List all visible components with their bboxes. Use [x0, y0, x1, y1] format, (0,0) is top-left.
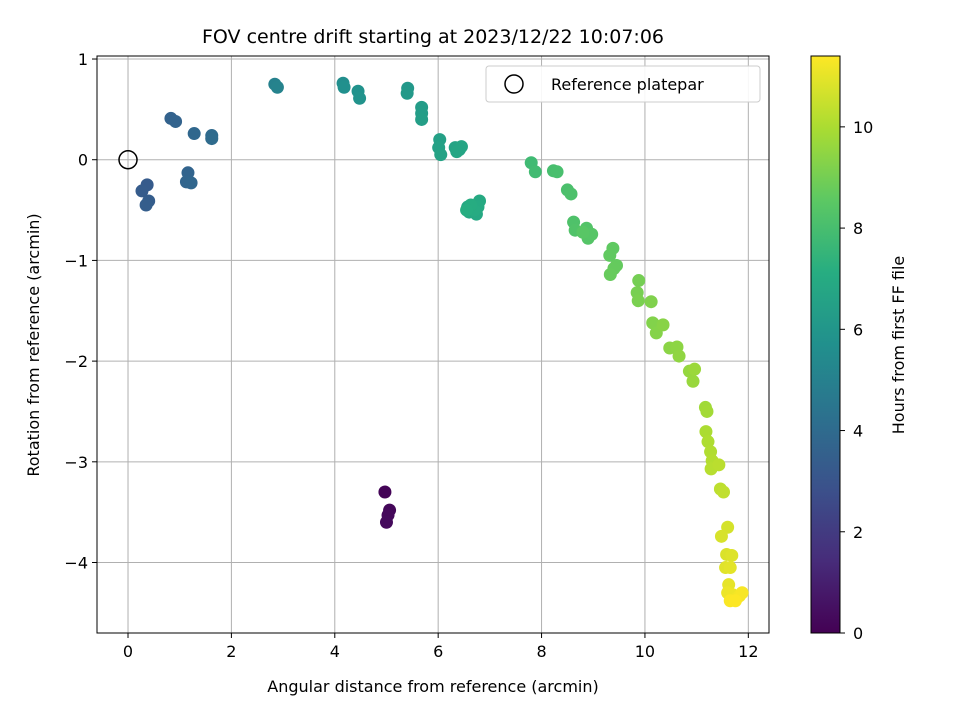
x-tick-label: 8	[536, 642, 546, 661]
data-point	[632, 274, 646, 288]
colorbar-tick-label: 8	[853, 219, 863, 238]
data-point	[686, 374, 700, 388]
data-point	[378, 485, 392, 499]
legend-box	[485, 65, 761, 103]
colorbar-tick-label: 10	[853, 118, 873, 137]
x-tick-label: 10	[635, 642, 655, 661]
data-point	[672, 349, 686, 363]
data-point	[699, 425, 713, 439]
x-tick-label: 4	[330, 642, 340, 661]
legend-marker	[504, 74, 524, 94]
data-point	[576, 225, 590, 239]
data-point	[187, 127, 201, 141]
data-point	[139, 198, 153, 212]
data-point	[460, 203, 474, 217]
data-point	[631, 294, 645, 308]
plot-frame	[96, 55, 770, 634]
data-point	[550, 165, 564, 179]
data-point	[379, 515, 393, 529]
y-tick-label: 0	[78, 151, 88, 170]
data-point	[712, 458, 726, 472]
data-point	[400, 86, 414, 100]
colorbar-tick-label: 6	[853, 320, 863, 339]
data-point	[721, 520, 735, 534]
data-point	[717, 485, 731, 499]
data-point	[700, 404, 714, 418]
colorbar-tick-label: 0	[853, 624, 863, 643]
data-point	[644, 295, 658, 309]
colorbar: 0 2 4 6 8 10 Hours from first FF file	[810, 55, 908, 643]
data-point	[728, 594, 742, 608]
data-point	[656, 318, 670, 332]
grid	[97, 56, 769, 633]
data-point	[646, 316, 660, 330]
x-tick-label: 6	[433, 642, 443, 661]
data-point	[564, 187, 578, 201]
x-tick-label: 12	[738, 642, 758, 661]
y-tick-label: 1	[78, 50, 88, 69]
y-tick-label: −1	[64, 251, 88, 270]
data-point	[337, 80, 351, 94]
data-point	[714, 529, 728, 543]
reference-platepar-marker	[118, 149, 138, 170]
data-point	[184, 176, 198, 190]
colorbar-ticks: 0 2 4 6 8 10	[840, 118, 873, 643]
x-tick-label: 2	[226, 642, 236, 661]
data-point	[603, 268, 617, 282]
colorbar-label: Hours from first FF file	[889, 256, 908, 435]
legend-label: Reference platepar	[551, 75, 704, 94]
y-tick-label: −3	[64, 453, 88, 472]
data-point	[135, 184, 149, 198]
data-point	[353, 91, 367, 105]
x-axis-label: Angular distance from reference (arcmin)	[267, 677, 598, 696]
y-tick-label: −4	[64, 554, 88, 573]
y-tick-label: −2	[64, 352, 88, 371]
data-point	[725, 548, 739, 562]
chart-title: FOV centre drift starting at 2023/12/22 …	[202, 26, 664, 48]
data-point	[434, 148, 448, 162]
data-point	[701, 435, 715, 449]
data-point	[415, 112, 429, 126]
data-points	[135, 76, 749, 608]
x-tick-label: 0	[123, 642, 133, 661]
colorbar-tick-label: 2	[853, 523, 863, 542]
y-axis-label: Rotation from reference (arcmin)	[24, 213, 43, 476]
colorbar-gradient	[810, 55, 841, 634]
data-point	[205, 132, 219, 146]
data-point	[688, 362, 702, 376]
legend: Reference platepar	[485, 65, 761, 103]
data-point	[450, 145, 464, 159]
data-point	[169, 114, 183, 128]
data-point	[723, 561, 737, 575]
data-point	[270, 80, 284, 94]
data-point	[528, 165, 542, 179]
colorbar-tick-label: 4	[853, 422, 863, 441]
data-point	[603, 248, 617, 262]
